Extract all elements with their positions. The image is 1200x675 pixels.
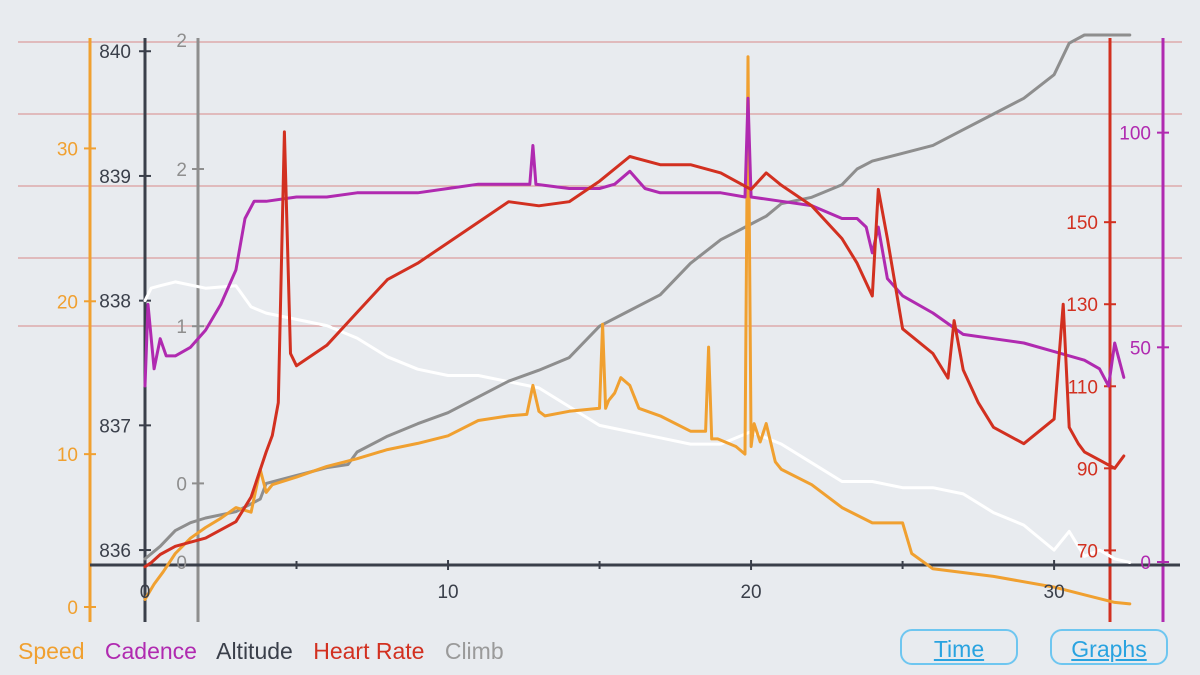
altitude-tick-label: 836 — [99, 541, 131, 562]
cadence-line — [143, 96, 1126, 388]
chart-axes — [84, 38, 1180, 622]
speed-tick-label: 10 — [57, 445, 78, 466]
altitude-tick-label: 837 — [99, 416, 131, 437]
time-button[interactable]: Time — [900, 629, 1018, 665]
grid-lines — [18, 41, 1182, 327]
x-tick-label: 10 — [437, 582, 458, 603]
x-tick-label: 30 — [1044, 582, 1065, 603]
x-tick-label: 20 — [740, 582, 761, 603]
legend-climb: Climb — [444, 638, 504, 664]
speed-tick-label: 30 — [57, 139, 78, 160]
x-tick-label: 0 — [140, 582, 151, 603]
altitude-tick-label: 838 — [99, 292, 131, 313]
climb-tick-label: 1 — [176, 317, 187, 338]
altitude-line — [143, 280, 1132, 564]
climb-tick-label: 0 — [176, 474, 187, 495]
speed-tick-label: 20 — [57, 292, 78, 313]
legend-cadence: Cadence — [104, 638, 197, 664]
heart-rate-tick-label: 150 — [1066, 213, 1098, 234]
climb-tick-label-top: 2 — [176, 31, 187, 52]
legend-altitude: Altitude — [216, 638, 293, 664]
speed-tick-label: 0 — [67, 598, 78, 619]
heart-rate-line — [143, 130, 1126, 569]
heart-rate-tick-label: 130 — [1066, 295, 1098, 316]
legend-speed: Speed — [18, 638, 85, 664]
tick-labels: 0 10 20 30010203083683783883984001220709011… — [57, 31, 1151, 619]
heart-rate-tick-label: 110 — [1068, 377, 1098, 398]
climb-line — [143, 33, 1132, 561]
cadence-tick-label: 0 — [1140, 553, 1151, 574]
altitude-tick-label: 839 — [99, 167, 131, 188]
heart-rate-tick-label: 70 — [1077, 541, 1098, 562]
heart-rate-tick-label: 90 — [1077, 459, 1098, 480]
climb-tick-label-bottom: 0 — [176, 553, 187, 574]
speed-line — [143, 55, 1132, 606]
graphs-button[interactable]: Graphs — [1050, 629, 1168, 665]
legend: Speed Cadence Altitude Heart Rate Climb — [18, 638, 518, 665]
cadence-tick-label: 50 — [1130, 338, 1151, 359]
legend-heart-rate: Heart Rate — [313, 638, 425, 664]
chart-series — [143, 33, 1132, 606]
altitude-tick-label: 840 — [99, 42, 131, 63]
cadence-tick-label: 100 — [1119, 124, 1151, 145]
climb-tick-label: 2 — [176, 160, 187, 181]
